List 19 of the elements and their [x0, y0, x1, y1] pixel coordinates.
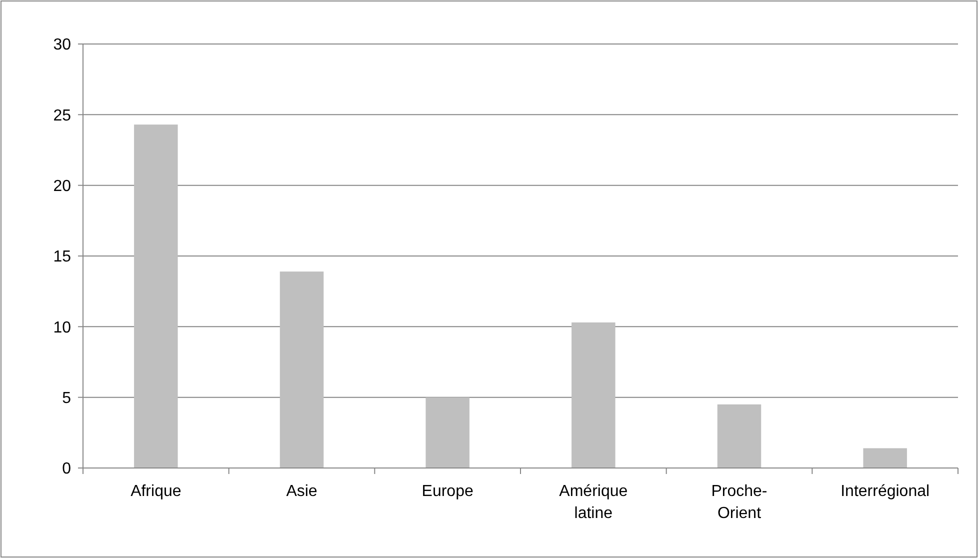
bar: [863, 448, 907, 468]
x-tick-label: Amérique latine: [559, 483, 628, 522]
x-tick-label: Afrique: [130, 483, 182, 500]
bar: [280, 272, 324, 468]
x-tick-label: Europe: [422, 483, 474, 500]
y-tick-label: 10: [53, 319, 72, 336]
y-tick-label: 5: [62, 390, 72, 407]
bar: [426, 397, 470, 468]
y-tick-label: 30: [53, 36, 72, 54]
y-tick-label: 15: [53, 248, 72, 266]
y-tick-label: 0: [62, 460, 72, 478]
y-tick-label: 25: [53, 107, 72, 124]
x-tick-label: Interrégional: [840, 483, 930, 500]
bar: [134, 124, 178, 468]
bar: [572, 322, 616, 468]
x-tick-label: Proche-Orient: [711, 483, 768, 522]
y-tick-label: 20: [53, 178, 72, 195]
x-tick-label: Asie: [286, 483, 318, 500]
bar: [717, 404, 762, 468]
